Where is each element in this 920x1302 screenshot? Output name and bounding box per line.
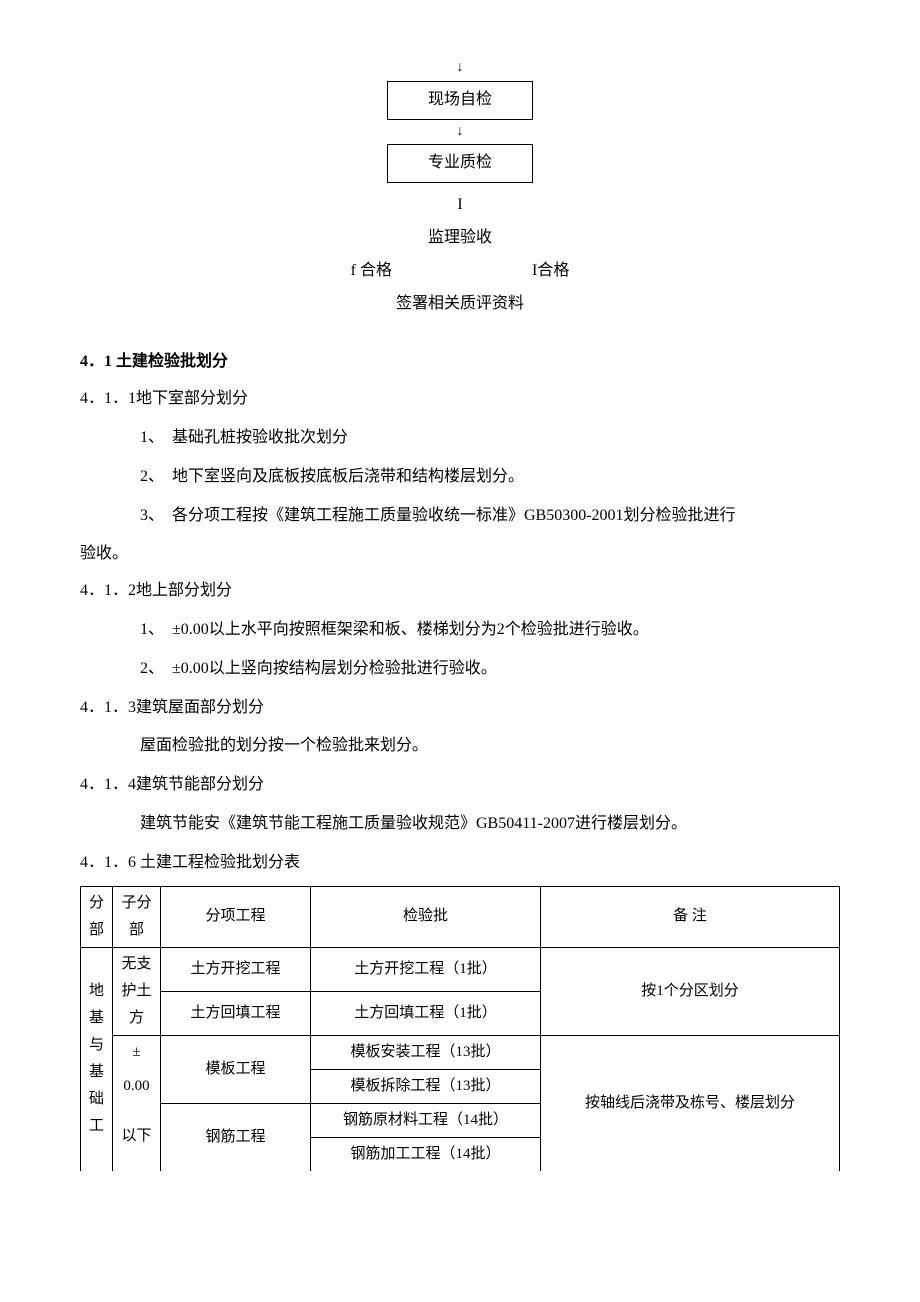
item-4-1-1-1: 1、 基础孔桩按验收批次划分 [140, 424, 840, 453]
flow-box-pro-check: 专业质检 [387, 144, 533, 183]
cell-fx-backfill: 土方回填工程 [161, 991, 311, 1035]
th-fenxiang: 分项工程 [161, 886, 311, 947]
cell-bz-axis: 按轴线后浇带及栋号、楼层划分 [541, 1035, 840, 1171]
cell-zfb-nosupport: 无支护土方 [113, 947, 161, 1035]
th-zifenbu: 子分部 [113, 886, 161, 947]
arrow-1: ↓ [80, 60, 840, 77]
cell-jyp-backfill: 土方回填工程（1批） [311, 991, 541, 1035]
heading-4-1-4: 4．1．4建筑节能部分划分 [80, 771, 840, 800]
cell-zfb-below-c: 以下 [113, 1103, 161, 1171]
flow-branch-row: f 合格 I合格 [80, 257, 840, 286]
cell-jyp-formwork-install: 模板安装工程（13批） [311, 1035, 541, 1069]
inspection-batch-table: 分部 子分部 分项工程 检验批 备 注 地基与基础工 无支护土方 土方开挖工程 … [80, 886, 840, 1171]
item-4-1-1-3: 3、 各分项工程按《建筑工程施工质量验收统一标准》GB50300-2001划分检… [140, 502, 840, 531]
cell-jyp-rebar-material: 钢筋原材料工程（14批） [311, 1103, 541, 1137]
flow-supervision-accept: 监理验收 [80, 224, 840, 253]
cell-fx-formwork: 模板工程 [161, 1035, 311, 1103]
cell-jyp-rebar-process: 钢筋加工工程（14批） [311, 1137, 541, 1171]
flow-left-qualified: f 合格 [351, 257, 392, 286]
cell-fx-rebar: 钢筋工程 [161, 1103, 311, 1171]
cell-fx-excavation: 土方开挖工程 [161, 947, 311, 991]
heading-4-1-1: 4．1．1地下室部分划分 [80, 385, 840, 414]
table-row: ± 模板工程 模板安装工程（13批） 按轴线后浇带及栋号、楼层划分 [81, 1035, 840, 1069]
cell-zfb-below-a: ± [113, 1035, 161, 1069]
text-4-1-3: 屋面检验批的划分按一个检验批来划分。 [140, 732, 840, 761]
th-beizhu: 备 注 [541, 886, 840, 947]
cell-bz-zone1: 按1个分区划分 [541, 947, 840, 1035]
table-header-row: 分部 子分部 分项工程 检验批 备 注 [81, 886, 840, 947]
heading-4-1-2: 4．1．2地上部分划分 [80, 577, 840, 606]
cell-fenbu-foundation: 地基与基础工 [81, 947, 113, 1171]
th-jianyanpi: 检验批 [311, 886, 541, 947]
flow-sign-docs: 签署相关质评资料 [80, 290, 840, 319]
flow-marker-i: I [80, 191, 840, 220]
item-4-1-2-1: 1、 ±0.00以上水平向按照框架梁和板、楼梯划分为2个检验批进行验收。 [140, 616, 840, 645]
item-4-1-1-2: 2、 地下室竖向及底板按底板后浇带和结构楼层划分。 [140, 463, 840, 492]
flowchart: ↓ 现场自检 ↓ 专业质检 I 监理验收 f 合格 I合格 签署相关质评资料 [80, 60, 840, 318]
table-row: 地基与基础工 无支护土方 土方开挖工程 土方开挖工程（1批） 按1个分区划分 [81, 947, 840, 991]
item-4-1-2-2: 2、 ±0.00以上竖向按结构层划分检验批进行验收。 [140, 655, 840, 684]
flow-right-qualified: I合格 [532, 257, 569, 286]
cell-zfb-below-b: 0.00 [113, 1069, 161, 1103]
heading-4-1-3: 4．1．3建筑屋面部分划分 [80, 694, 840, 723]
item-4-1-1-3-tail: 验收。 [80, 540, 840, 569]
th-fenbu: 分部 [81, 886, 113, 947]
cell-jyp-excavation: 土方开挖工程（1批） [311, 947, 541, 991]
heading-4-1-6: 4．1．6 土建工程检验批划分表 [80, 849, 840, 878]
text-4-1-4: 建筑节能安《建筑节能工程施工质量验收规范》GB50411-2007进行楼层划分。 [140, 810, 840, 839]
flow-box-self-check: 现场自检 [387, 81, 533, 120]
cell-jyp-formwork-remove: 模板拆除工程（13批） [311, 1069, 541, 1103]
heading-4-1: 4．1 土建检验批划分 [80, 348, 840, 377]
arrow-2: ↓ [80, 124, 840, 141]
